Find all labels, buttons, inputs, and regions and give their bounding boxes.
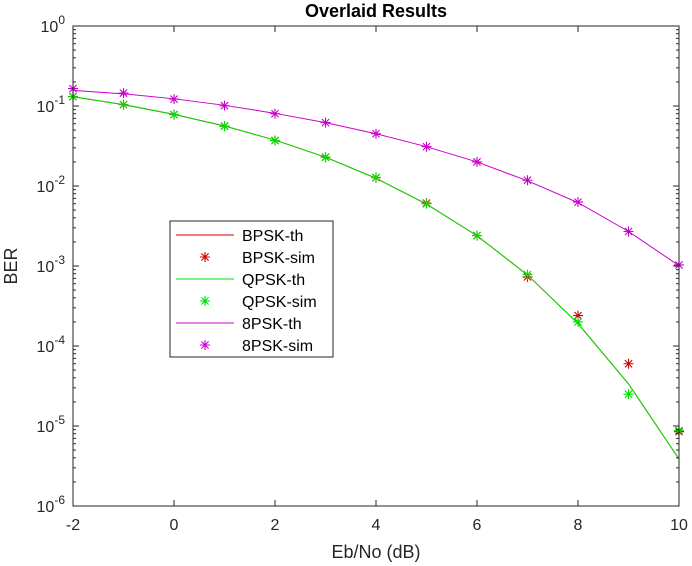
y-tick-label: 10-6 — [37, 493, 66, 516]
y-tick-label: 10-4 — [37, 333, 66, 356]
data-point-qpsk-sim — [421, 198, 432, 209]
data-point-8psk-sim — [623, 226, 634, 237]
legend-label-bpsk-th: BPSK-th — [242, 228, 303, 245]
data-point-bpsk-sim — [573, 310, 583, 321]
data-point-8psk-sim — [472, 156, 482, 167]
x-tick-label: 10 — [670, 517, 688, 534]
data-point-8psk-sim — [270, 108, 280, 119]
x-tick-label: 6 — [473, 517, 482, 534]
data-point-8psk-sim — [421, 141, 432, 152]
y-tick-label: 10-1 — [37, 93, 66, 116]
data-point-qpsk-sim — [320, 152, 331, 163]
data-point-qpsk-sim — [472, 230, 482, 241]
y-axis-label: BER — [1, 247, 21, 284]
data-point-8psk-sim — [522, 175, 533, 186]
legend: BPSK-th BPSK-sim QPSK-th QPSK-sim 8PSK-th 8PS… — [169, 220, 334, 358]
x-axis-label: Eb/No (dB) — [331, 542, 420, 562]
data-point-qpsk-sim — [623, 389, 634, 400]
y-tick-label: 10-5 — [37, 413, 66, 436]
x-tick-label: 8 — [574, 517, 583, 534]
data-point-8psk-sim — [371, 128, 381, 139]
data-point-qpsk-sim — [118, 99, 129, 110]
y-tick-label: 10-2 — [37, 173, 66, 196]
data-point-qpsk-sim — [573, 316, 583, 327]
chart-title: Overlaid Results — [305, 1, 447, 21]
data-point-qpsk-sim — [169, 109, 179, 120]
x-tick-label: 2 — [271, 517, 280, 534]
data-point-8psk-sim — [118, 88, 129, 99]
legend-label-qpsk-th: QPSK-th — [242, 272, 305, 289]
x-tick-label: 0 — [170, 517, 179, 534]
data-point-bpsk-sim — [623, 358, 634, 369]
axes-layer: -2 0 2 4 6 8 10 100 10-1 10-2 10-3 10-4 10-5 10-6 — [37, 13, 688, 534]
data-point-8psk-sim — [169, 94, 179, 105]
data-point-8psk-sim — [320, 117, 331, 128]
data-point-8psk-sim — [219, 100, 230, 111]
data-point-qpsk-sim — [522, 269, 533, 280]
legend-swatch-bpsk-sim — [200, 252, 210, 262]
y-tick-label: 100 — [41, 13, 66, 36]
data-point-qpsk-sim — [371, 172, 381, 183]
x-tick-label: 4 — [372, 517, 381, 534]
data-point-qpsk-sim — [219, 121, 230, 132]
data-point-8psk-sim — [573, 197, 583, 208]
x-tick-label: -2 — [66, 517, 80, 534]
legend-swatch-qpsk-sim — [200, 296, 210, 306]
legend-label-qpsk-sim: QPSK-sim — [242, 294, 317, 311]
y-tick-label: 10-3 — [37, 253, 66, 276]
legend-box — [169, 220, 334, 358]
legend-label-bpsk-sim: BPSK-sim — [242, 250, 315, 267]
legend-label-8psk-th: 8PSK-th — [242, 316, 302, 333]
legend-swatch-8psk-sim — [200, 340, 210, 350]
data-point-qpsk-sim — [270, 135, 280, 146]
legend-label-8psk-sim: 8PSK-sim — [242, 338, 313, 355]
